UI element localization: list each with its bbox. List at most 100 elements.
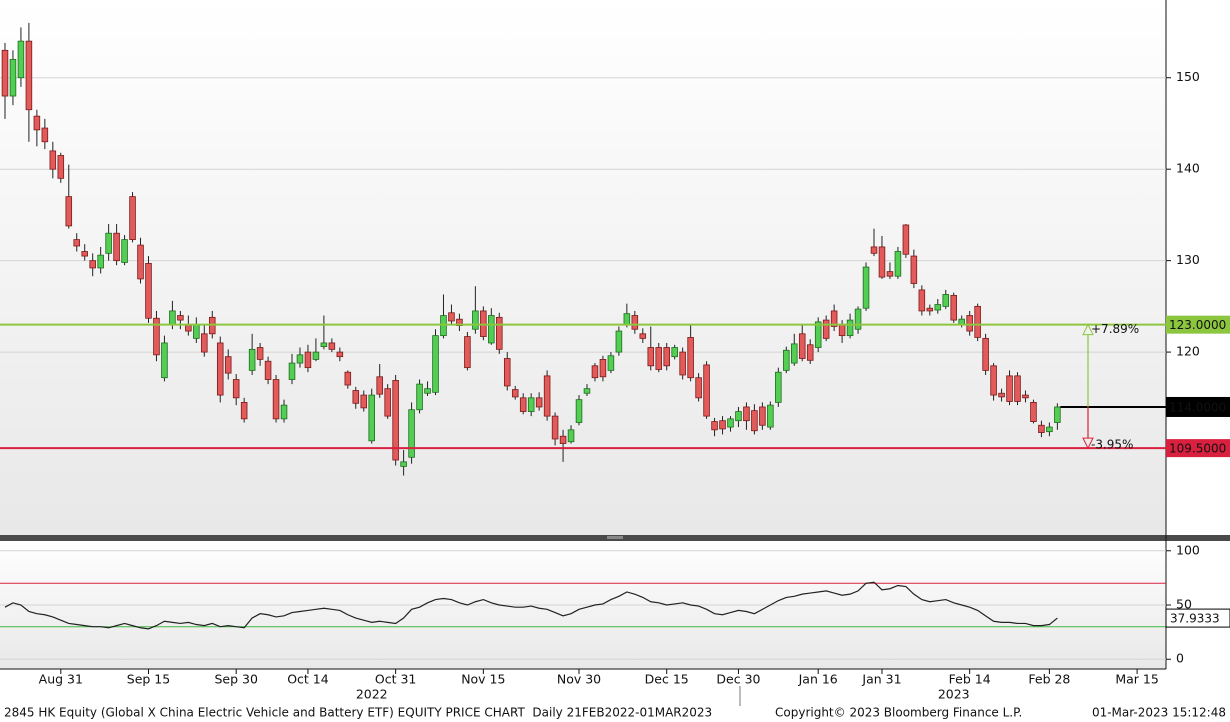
candle-body xyxy=(416,383,423,411)
candle-body xyxy=(264,360,272,380)
year-label: 2023 xyxy=(938,687,970,702)
candle-body xyxy=(17,40,25,79)
candle-body xyxy=(169,310,176,326)
candle-body xyxy=(448,312,455,322)
candle-body xyxy=(806,344,814,361)
candle-body xyxy=(679,351,686,376)
candle-body xyxy=(376,376,383,395)
candle-body xyxy=(854,308,862,330)
candle-body xyxy=(966,315,973,332)
x-tick-label: Mar 15 xyxy=(1115,672,1158,687)
y-tick-label: 0 xyxy=(1176,651,1184,666)
x-tick-label: Feb 28 xyxy=(1028,672,1070,687)
candle-body xyxy=(153,317,160,356)
candle-body xyxy=(145,262,152,319)
candle-body xyxy=(998,392,1005,398)
candle-body xyxy=(288,362,296,380)
candle-body xyxy=(862,266,870,309)
y-tick-label: 150 xyxy=(1176,69,1200,84)
candle-body xyxy=(1014,375,1021,402)
rsi-last-box xyxy=(1165,608,1230,628)
footer-left: 2845 HK Equity (Global X China Electric … xyxy=(4,706,712,720)
x-tick-label: Oct 14 xyxy=(287,672,329,687)
footer-center: Copyright© 2023 Bloomberg Finance L.P. xyxy=(775,706,1022,720)
candle-body xyxy=(360,394,368,409)
candle-body xyxy=(798,333,806,359)
x-tick-label: Sep 15 xyxy=(127,672,170,687)
x-tick-label: Feb 14 xyxy=(949,672,991,687)
candle-body xyxy=(599,359,607,378)
candle-body xyxy=(567,429,575,443)
candle-body xyxy=(1038,424,1045,433)
candle-body xyxy=(304,351,312,369)
candle-body xyxy=(280,404,288,420)
candle-body xyxy=(767,404,774,428)
last-price-box xyxy=(1166,396,1230,417)
candle-body xyxy=(687,337,694,379)
level-box xyxy=(1166,439,1230,458)
candle-body xyxy=(320,342,328,348)
candle-body xyxy=(575,399,583,423)
candle-body xyxy=(424,388,431,394)
x-tick-label: Nov 30 xyxy=(557,672,601,687)
candle-body xyxy=(216,342,224,396)
candle-body xyxy=(272,379,280,420)
candle-body xyxy=(631,315,639,330)
candle-body xyxy=(25,40,33,111)
x-tick-label: Jan 16 xyxy=(798,672,838,687)
candle-body xyxy=(97,254,104,269)
candle-body xyxy=(121,239,128,263)
candle-body xyxy=(591,365,599,379)
y-tick-label: 120 xyxy=(1176,344,1200,359)
candle-body xyxy=(472,310,479,330)
rsi-last-label: 37.9333 xyxy=(1170,612,1220,626)
candle-body xyxy=(759,406,766,426)
candle-body xyxy=(783,349,790,371)
candle-body xyxy=(89,260,96,269)
x-tick-label: Dec 30 xyxy=(716,672,760,687)
candle-body xyxy=(49,150,57,170)
candle-body xyxy=(846,319,854,337)
candle-body xyxy=(727,418,734,428)
candle-body xyxy=(559,435,567,444)
candle-body xyxy=(695,377,702,399)
candle-body xyxy=(1054,406,1061,423)
candle-body xyxy=(73,239,81,247)
candle-body xyxy=(910,255,918,284)
candle-body xyxy=(65,196,73,227)
candle-body xyxy=(33,115,41,131)
change-arrow-head xyxy=(1082,323,1094,336)
candle-body xyxy=(886,271,894,277)
candle-body xyxy=(894,251,902,277)
candle-body xyxy=(1046,426,1053,433)
candle-body xyxy=(1,49,9,97)
rsi-line xyxy=(4,581,1058,630)
candle-body xyxy=(408,409,415,458)
candle-body xyxy=(822,319,830,339)
candle-body xyxy=(177,315,184,321)
candle-body xyxy=(647,347,655,367)
candle-body xyxy=(751,410,758,432)
level-box xyxy=(1166,315,1230,334)
candle-body xyxy=(503,358,511,387)
candle-body xyxy=(81,251,88,257)
candle-body xyxy=(918,289,926,312)
candle-body xyxy=(655,347,663,370)
level-label: 123.0000 xyxy=(1169,318,1226,332)
level-label: 109.5000 xyxy=(1169,442,1226,456)
candle-body xyxy=(201,333,208,353)
y-tick-label: 50 xyxy=(1176,597,1192,612)
candle-body xyxy=(1030,401,1037,422)
candle-body xyxy=(519,397,527,412)
candle-body xyxy=(224,356,232,374)
candle-body xyxy=(328,342,336,350)
candle-body xyxy=(137,244,144,280)
candle-body xyxy=(719,420,726,430)
candle-body xyxy=(240,401,248,420)
candle-body xyxy=(974,305,981,338)
candle-body xyxy=(982,337,989,371)
candle-body xyxy=(336,351,344,358)
candle-body xyxy=(543,375,551,417)
candle-body xyxy=(232,379,240,399)
